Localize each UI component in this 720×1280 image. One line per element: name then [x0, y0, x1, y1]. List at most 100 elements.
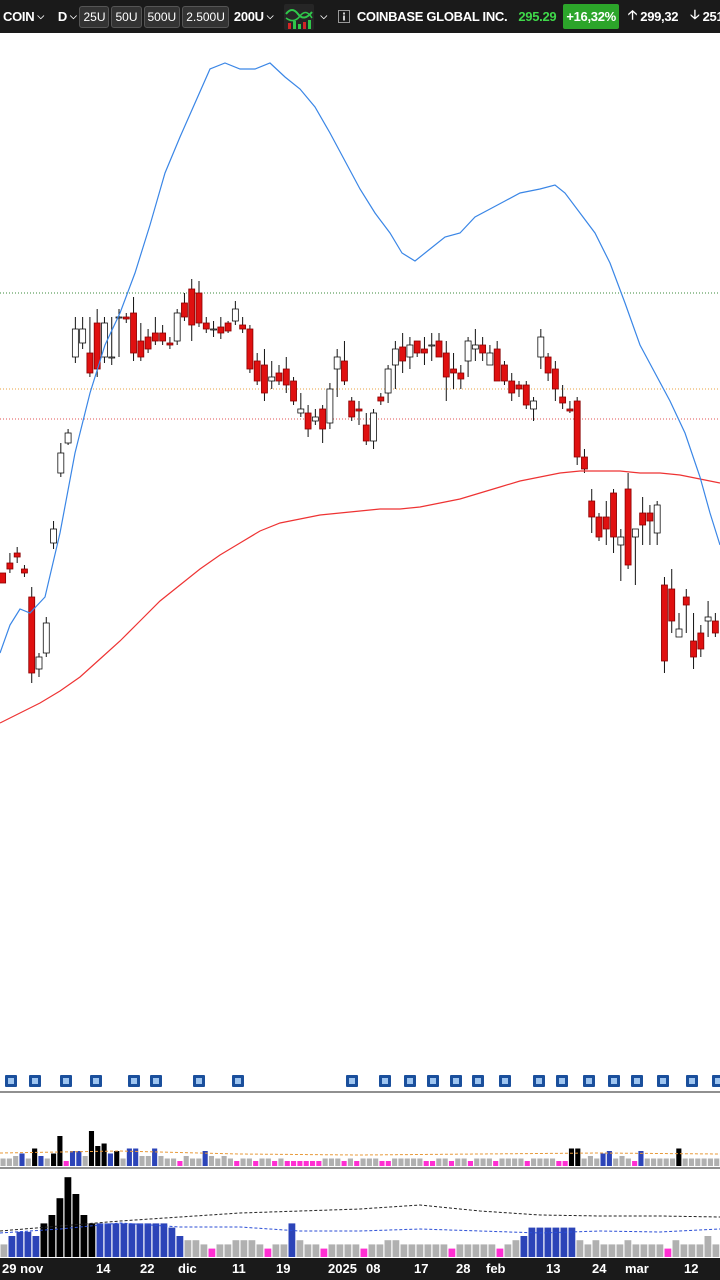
volume-bar	[221, 1156, 227, 1166]
info-icon[interactable]	[337, 10, 350, 23]
bars-50-button[interactable]: 50U	[111, 5, 142, 28]
volume-bar	[480, 1244, 488, 1257]
volume-bar	[562, 1161, 568, 1166]
volume-bar	[581, 1158, 587, 1166]
candle-body	[311, 416, 319, 422]
time-axis-tick: 22	[140, 1261, 155, 1276]
candle-body	[181, 302, 188, 318]
candle	[602, 501, 610, 545]
candle-body	[333, 356, 341, 370]
volume-bar	[0, 1244, 8, 1257]
volume-bar	[504, 1244, 512, 1257]
volume-bar	[264, 1248, 272, 1257]
volume-bar	[259, 1158, 265, 1166]
volume-bar	[76, 1151, 82, 1166]
event-marker-icon	[657, 1075, 669, 1087]
candle	[413, 340, 421, 357]
day-low-value: 251,88	[702, 9, 720, 24]
candle-body	[413, 340, 421, 354]
bars-2500-button[interactable]: 2.500U	[182, 5, 229, 28]
volume-bar	[144, 1223, 152, 1257]
volume-ma-long-line	[0, 1204, 720, 1232]
candle	[661, 577, 668, 673]
volume-bar	[265, 1158, 271, 1166]
event-marker-icon	[631, 1075, 643, 1087]
event-marker-icon	[5, 1075, 17, 1087]
event-marker-icon	[472, 1075, 484, 1087]
event-marker-icon	[499, 1075, 511, 1087]
volume-bar	[80, 1215, 88, 1257]
volume-bar	[432, 1244, 440, 1257]
volume-bar	[505, 1158, 511, 1166]
volume-bar	[464, 1244, 472, 1257]
symbol-selector[interactable]: COIN ⌵	[0, 4, 47, 29]
candle-body	[421, 348, 428, 354]
candle	[122, 313, 130, 323]
volume-bar	[531, 1158, 537, 1166]
volume-bar	[288, 1223, 296, 1257]
candle	[57, 443, 65, 477]
candle	[173, 309, 181, 345]
volume-bar	[136, 1223, 144, 1257]
candle-body	[108, 356, 116, 359]
volume-bar	[423, 1161, 429, 1166]
candle-body	[35, 656, 43, 670]
bars-500-button[interactable]: 500U	[143, 5, 181, 28]
time-axis-tick: mar	[625, 1261, 649, 1276]
volume-bar	[384, 1240, 392, 1257]
volume-bar	[240, 1240, 248, 1257]
event-marker-glyph	[235, 1078, 241, 1084]
volume-bar	[398, 1158, 404, 1166]
volume-bar	[676, 1148, 682, 1166]
candle-body	[697, 632, 705, 650]
candle-body	[202, 322, 210, 330]
volume-bar	[112, 1223, 120, 1257]
volume-bar	[549, 1158, 556, 1166]
candle-body	[690, 640, 697, 658]
candle-body	[471, 344, 479, 350]
bar-count-selector[interactable]: 200U ⌵	[231, 4, 276, 29]
candle	[406, 337, 414, 369]
chart-indicator-icon[interactable]	[284, 3, 315, 30]
event-marker-icon	[60, 1075, 72, 1087]
timeframe-label: D	[57, 9, 67, 24]
timeframe-selector[interactable]: D ⌵	[55, 4, 80, 29]
candle-body	[42, 622, 50, 654]
time-axis-tick: 19	[276, 1261, 291, 1276]
volume-bar	[712, 1244, 720, 1257]
volume-bar	[632, 1161, 638, 1166]
volume-bar	[336, 1244, 344, 1257]
candle-body	[508, 380, 516, 394]
candle-body	[166, 342, 174, 346]
candle	[326, 383, 334, 429]
volume-bar	[158, 1156, 164, 1166]
indicator-dropdown[interactable]: ⌵	[314, 4, 330, 29]
candle-body	[275, 372, 283, 382]
candle	[501, 361, 508, 385]
volume-bar	[202, 1151, 208, 1166]
volume-bar	[95, 1146, 101, 1166]
candle-body	[188, 288, 196, 326]
volume-bar	[499, 1158, 505, 1166]
candle	[181, 293, 188, 321]
candle	[137, 323, 145, 361]
candle	[384, 365, 392, 403]
candle	[610, 489, 617, 553]
event-marker-glyph	[536, 1078, 542, 1084]
volume-bar	[328, 1158, 335, 1166]
candle	[617, 529, 625, 581]
candle-body	[115, 316, 123, 319]
candle-body	[21, 568, 28, 574]
candle	[370, 409, 377, 449]
event-marker-glyph	[611, 1078, 617, 1084]
candle	[217, 317, 225, 339]
volume-bar	[376, 1244, 384, 1257]
volume-bar	[128, 1223, 136, 1257]
price-chart[interactable]	[0, 33, 720, 1258]
candle	[115, 309, 123, 357]
time-axis-tick: 12	[684, 1261, 699, 1276]
bars-25-button[interactable]: 25U	[79, 5, 110, 28]
volume-bar	[16, 1231, 24, 1257]
volume-bar	[38, 1156, 44, 1166]
candle	[0, 572, 7, 584]
